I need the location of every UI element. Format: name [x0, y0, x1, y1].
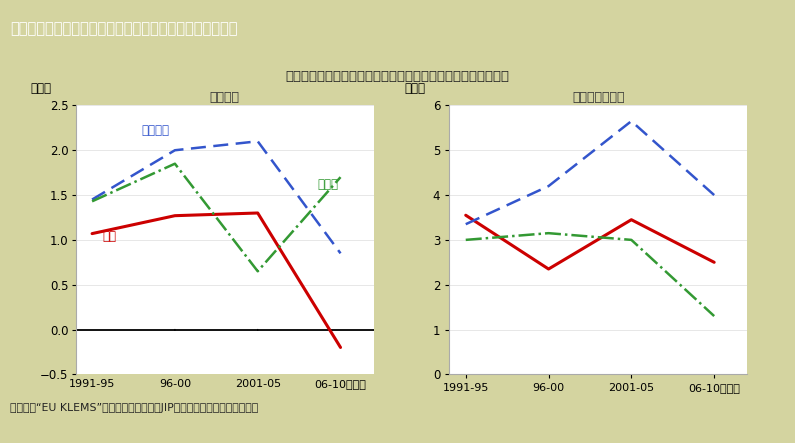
Title: （参考）製造業: （参考）製造業	[572, 91, 625, 104]
Text: アメリカ: アメリカ	[142, 124, 170, 137]
Text: ドイツ: ドイツ	[317, 178, 339, 191]
Title: 非製造業: 非製造業	[210, 91, 239, 104]
Text: （％）: （％）	[31, 82, 52, 95]
Text: アメリカ、ドイツより低い我が国非製造業の労働生産性の伸び: アメリカ、ドイツより低い我が国非製造業の労働生産性の伸び	[285, 70, 510, 83]
Text: 第２－３－１図　非製造業の労働生産性上昇率の国際比較: 第２－３－１図 非製造業の労働生産性上昇率の国際比較	[10, 21, 238, 36]
Text: （備考）“EU KLEMS”、経済産業研究所「JIPデータベース」により作成。: （備考）“EU KLEMS”、経済産業研究所「JIPデータベース」により作成。	[10, 403, 258, 413]
Text: 日本: 日本	[102, 230, 116, 243]
Text: （％）: （％）	[405, 82, 425, 95]
